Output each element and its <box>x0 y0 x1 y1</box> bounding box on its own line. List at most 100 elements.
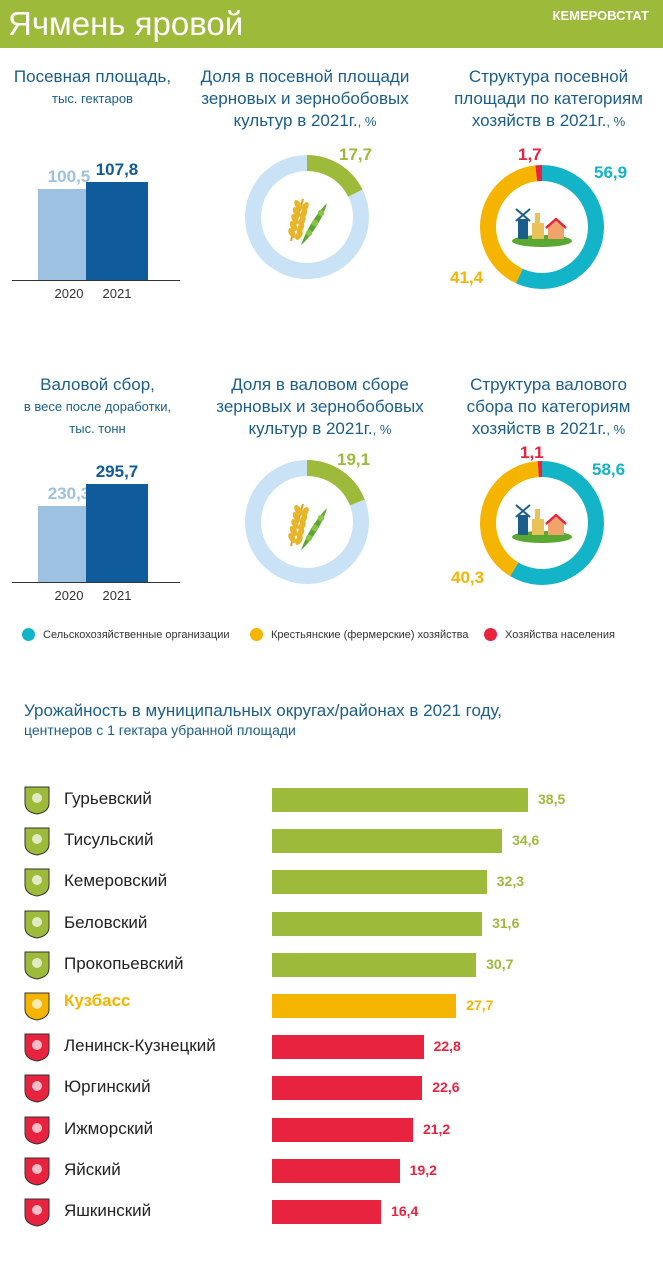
yield-bar <box>272 1200 382 1224</box>
yield-value-label: 38,5 <box>538 791 566 807</box>
area-bar-2021 <box>86 182 148 280</box>
harvest-bar-value-2020: 230,3 <box>47 483 91 503</box>
yield-bar <box>272 1035 424 1060</box>
yield-row: Юргинский 22,6 <box>0 1073 663 1103</box>
yield-value-label: 19,2 <box>409 1161 437 1178</box>
yield-subtitle: центнеров с 1 гектара убранной площади <box>24 722 296 738</box>
district-emblem-icon <box>23 826 51 856</box>
harvest-share-donut <box>245 460 369 584</box>
harvest-structure-donut <box>480 461 604 585</box>
area-share-title-line3: культур в 2021г. <box>233 111 358 130</box>
harvest-segment-1 <box>480 461 539 577</box>
legend-dot-red <box>484 628 497 641</box>
yield-value-label: 22,8 <box>433 1038 461 1055</box>
yield-district-name: Яйский <box>64 1159 121 1179</box>
category-legend: Сельскохозяйственные организации Крестья… <box>22 628 652 648</box>
harvest-structure-title-unit: , % <box>606 422 626 437</box>
area-segment-0 <box>515 165 604 289</box>
area-structure-value-1: 41,4 <box>450 268 484 287</box>
harvest-bar-title: Валовой сбор, в весе после доработки, ты… <box>0 374 195 440</box>
area-share-title: Доля в посевной площади зерновых и зерно… <box>180 66 430 133</box>
harvest-segment-0 <box>510 461 604 585</box>
yield-value-label: 22,6 <box>432 1079 460 1096</box>
legend-label-farms: Крестьянские (фермерские) хозяйства <box>271 628 469 641</box>
yield-row: Яшкинский 16,4 <box>0 1197 663 1227</box>
yield-row: Тисульский 34,6 <box>0 826 663 856</box>
district-emblem-icon <box>23 1156 51 1186</box>
yield-row: Ижморский 21,2 <box>0 1115 663 1145</box>
harvest-share-title-line1: Доля в валовом сборе <box>231 375 409 394</box>
area-bar-value-2020: 100,5 <box>47 166 91 186</box>
area-bar-title: Посевная площадь, тыс. гектаров <box>0 66 185 110</box>
yield-row: Гурьевский 38,5 <box>0 785 663 815</box>
area-year-label-2020: 2020 <box>54 286 84 301</box>
yield-bar <box>272 994 457 1018</box>
district-emblem-icon <box>23 1073 51 1103</box>
area-share-title-line2: зерновых и зернобобовых <box>201 89 409 108</box>
yield-row: Кемеровский 32,3 <box>0 867 663 897</box>
harvest-share-title-unit: , % <box>372 422 392 437</box>
yield-district-name: Тисульский <box>64 830 154 850</box>
legend-item-farms: Крестьянские (фермерские) хозяйства <box>250 628 469 641</box>
yield-district-name: Прокопьевский <box>64 953 184 973</box>
area-barley-segment <box>307 155 363 197</box>
yield-district-name: Гурьевский <box>64 789 152 808</box>
yield-district-name: Кузбасс <box>64 991 131 1010</box>
legend-item-households: Хозяйства населения <box>484 628 615 641</box>
harvest-structure-value-0: 58,6 <box>592 460 626 479</box>
yield-district-name: Ижморский <box>64 1118 154 1138</box>
area-structure-title-line3: хозяйств в 2021г. <box>471 111 607 130</box>
yield-bar <box>272 1117 413 1142</box>
area-structure-donut <box>480 165 604 289</box>
legend-item-organizations: Сельскохозяйственные организации <box>22 628 230 641</box>
harvest-bar-2021 <box>86 484 148 582</box>
harvest-structure-title-line1: Структура валового <box>470 375 627 394</box>
harvest-bar-chart: 230,3 2020 295,7 2021 <box>12 432 180 603</box>
harvest-share-title-line2: зерновых и зернобобовых <box>216 397 424 416</box>
farm-icon <box>512 208 572 247</box>
yield-value-label: 27,7 <box>466 997 494 1013</box>
district-emblem-icon <box>23 1197 51 1227</box>
district-emblem-icon <box>23 950 51 980</box>
district-emblem-icon <box>23 1032 51 1062</box>
yield-district-name: Беловский <box>64 912 148 932</box>
area-share-title-unit: , % <box>357 114 377 129</box>
area-structure-value-0: 56,9 <box>594 163 628 182</box>
area-share-donut <box>245 155 369 279</box>
yield-row: Кузбасс 27,7 <box>0 991 663 1021</box>
area-axis-line <box>12 280 180 281</box>
area-structure-title-line2: площади по категориям <box>454 89 643 108</box>
area-segment-1 <box>480 165 538 284</box>
yield-row: Прокопьевский 30,7 <box>0 950 663 980</box>
yield-district-name: Ленинск-Кузнецкий <box>64 1036 216 1056</box>
yield-bar <box>272 829 503 854</box>
yield-district-name: Кемеровский <box>64 871 168 891</box>
header-banner: Ячмень яровой КЕМЕРОВСТАТ <box>0 0 663 48</box>
yield-value-label: 16,4 <box>391 1203 419 1219</box>
area-bar-chart: 100,5 2020 107,8 2021 <box>12 130 180 301</box>
harvest-structure-title-line2: сбора по категориям <box>466 397 631 416</box>
yield-bar <box>272 788 528 812</box>
harvest-bar-title-line1: Валовой сбор, <box>40 375 155 394</box>
yield-value-label: 30,7 <box>486 955 514 972</box>
harvest-structure-title: Структура валового сбора по категориям х… <box>436 374 661 441</box>
page-title: Ячмень яровой <box>8 5 244 42</box>
area-structure-title: Структура посевной площади по категориям… <box>436 66 661 133</box>
area-share-title-line1: Доля в посевной площади <box>200 67 410 86</box>
area-bar-title-line1: Посевная площадь, <box>13 67 172 86</box>
yield-value-label: 34,6 <box>512 832 540 849</box>
legend-label-households: Хозяйства населения <box>505 628 615 641</box>
area-structure-title-line1: Структура посевной <box>468 67 629 86</box>
yield-bar <box>272 870 487 895</box>
district-emblem-icon <box>23 785 51 815</box>
area-structure-title-unit: , % <box>606 114 626 129</box>
district-emblem-icon <box>23 909 51 939</box>
yield-bar <box>272 1158 400 1183</box>
area-structure-value-2: 1,7 <box>518 145 542 164</box>
area-share-value: 17,7 <box>339 145 373 164</box>
harvest-structure-value-1: 40,3 <box>451 568 485 587</box>
district-emblem-icon <box>23 1115 51 1145</box>
area-bar-value-2021: 107,8 <box>95 160 139 179</box>
yield-district-name: Юргинский <box>64 1077 151 1097</box>
yield-district-name: Яшкинский <box>64 1201 152 1220</box>
